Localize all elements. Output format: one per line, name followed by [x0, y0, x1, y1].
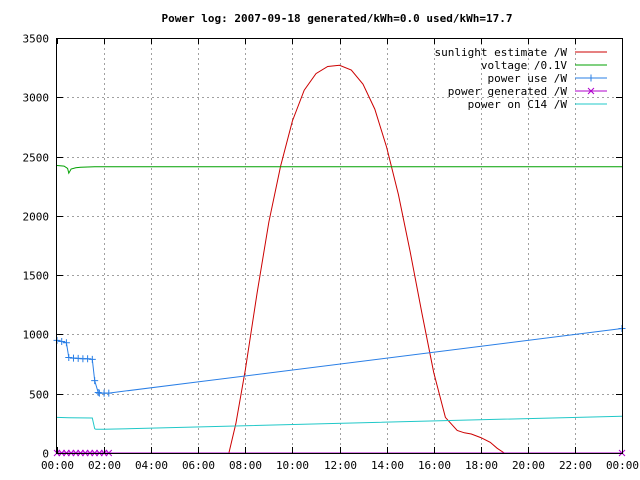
legend-entry: voltage /0.1V — [481, 59, 607, 72]
data-point — [84, 355, 92, 363]
legend-label: voltage /0.1V — [481, 59, 567, 72]
x-tick-label: 18:00 — [465, 459, 498, 472]
x-tick-label: 06:00 — [182, 459, 215, 472]
series-line — [228, 64, 505, 454]
series-2 — [53, 325, 626, 397]
axes: 0 500 1000 1500 2000 2500 3000 3500 00:00 02:00 04… — [23, 33, 640, 473]
legend-entry: power generated /W — [448, 85, 607, 98]
grid — [57, 38, 622, 453]
data-point — [88, 355, 96, 363]
y-tick-label: 1000 — [23, 329, 50, 342]
x-tick-label: 00:00 — [41, 459, 74, 472]
x-tick-label: 00:00 — [606, 459, 639, 472]
series-line — [56, 165, 622, 175]
x-tick-label: 04:00 — [135, 459, 168, 472]
x-tick-label: 12:00 — [324, 459, 357, 472]
x-tick-label: 20:00 — [512, 459, 545, 472]
y-tick-label: 3000 — [23, 92, 50, 105]
legend-entry: power use /W — [488, 72, 607, 85]
legend-entry: power on C14 /W — [468, 98, 607, 111]
x-tick-label: 10:00 — [276, 459, 309, 472]
legend-label: sunlight estimate /W — [435, 46, 568, 59]
y-tick-label: 1500 — [23, 270, 50, 283]
data-point — [587, 74, 595, 82]
data-point — [65, 354, 73, 362]
legend-label: power on C14 /W — [468, 98, 568, 111]
legend-label: power generated /W — [448, 85, 568, 98]
data-point — [105, 389, 113, 397]
legend-entry: sunlight estimate /W — [435, 46, 607, 59]
y-tick-label: 500 — [29, 389, 49, 402]
x-tick-label: 02:00 — [88, 459, 121, 472]
series-0 — [228, 64, 505, 454]
series-1 — [56, 165, 622, 175]
x-tick-label: 08:00 — [229, 459, 262, 472]
y-tick-label: 3500 — [23, 33, 50, 46]
chart-title: Power log: 2007-09-18 generated/kWh=0.0 … — [162, 12, 513, 25]
series-group — [53, 64, 626, 457]
data-point — [94, 389, 102, 397]
data-point — [587, 87, 595, 95]
series-4 — [56, 415, 623, 430]
x-tick-label: 22:00 — [559, 459, 592, 472]
legend-label: power use /W — [488, 72, 568, 85]
y-tick-label: 0 — [42, 448, 49, 461]
data-point — [62, 339, 70, 347]
data-point — [91, 377, 99, 385]
series-line — [56, 328, 623, 394]
x-tick-label: 16:00 — [418, 459, 451, 472]
y-tick-label: 2500 — [23, 152, 50, 165]
plot-frame — [56, 38, 623, 454]
y-tick-label: 2000 — [23, 211, 50, 224]
data-point — [58, 338, 66, 346]
x-tick-label: 14:00 — [371, 459, 404, 472]
series-line — [56, 415, 623, 430]
